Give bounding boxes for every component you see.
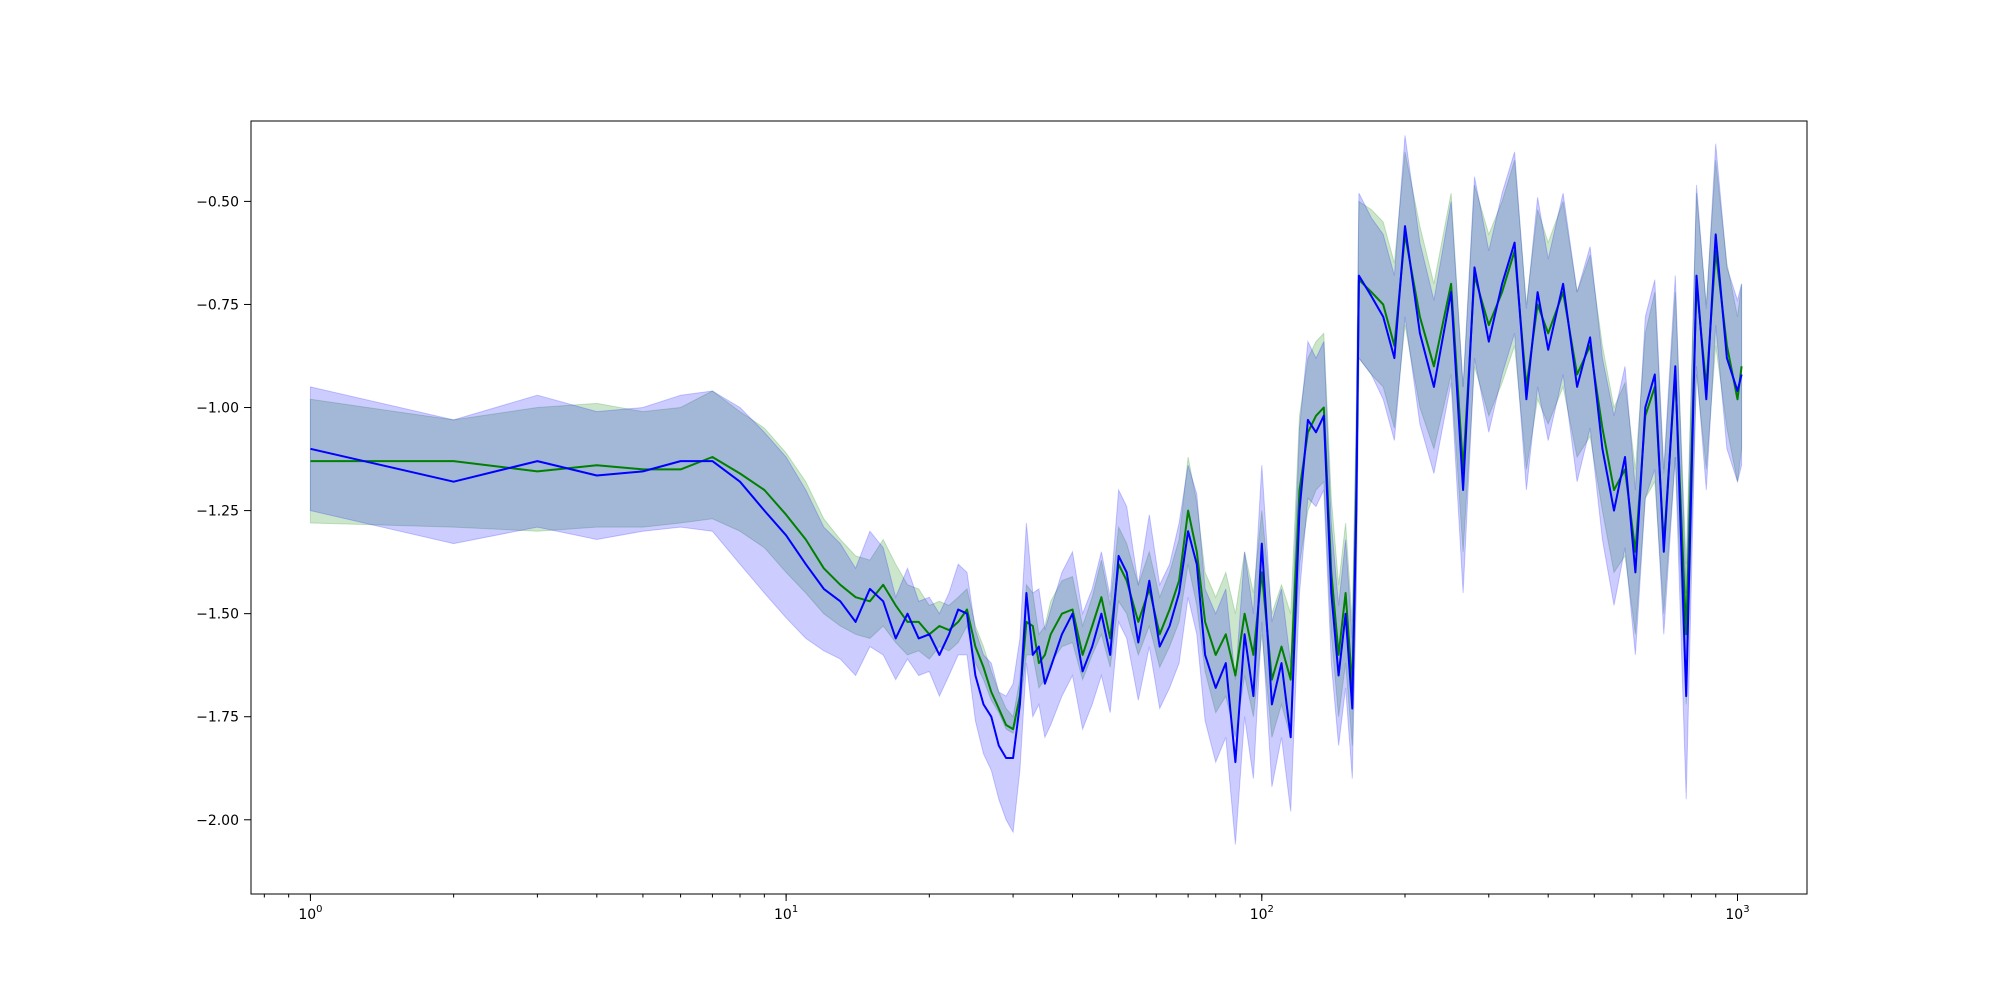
series-lines — [310, 225, 1743, 764]
series-0-band — [309, 151, 1743, 746]
y-tick-label: −0.75 — [196, 297, 239, 313]
y-axis: −0.50 −0.75 −1.00 −1.25 −1.50 −1.75 −2.00 — [196, 194, 251, 829]
y-tick-label: −1.25 — [196, 504, 239, 520]
x-tick-label: 101 — [774, 904, 798, 923]
y-tick-label: −1.00 — [196, 401, 239, 417]
confidence-bands — [309, 135, 1743, 845]
x-axis: 100 101 102 103 — [263, 894, 1750, 923]
series-1-band — [309, 135, 1743, 845]
x-tick-label: 102 — [1250, 904, 1274, 923]
y-tick-label: −1.50 — [196, 607, 239, 623]
y-tick-label: −1.75 — [196, 710, 239, 726]
y-tick-label: −2.00 — [196, 813, 239, 829]
x-tick-label: 103 — [1725, 904, 1749, 923]
plot-frame — [250, 120, 1808, 895]
x-tick-label: 100 — [298, 904, 322, 923]
series-1-line — [310, 225, 1743, 764]
y-tick-label: −0.50 — [196, 194, 239, 210]
